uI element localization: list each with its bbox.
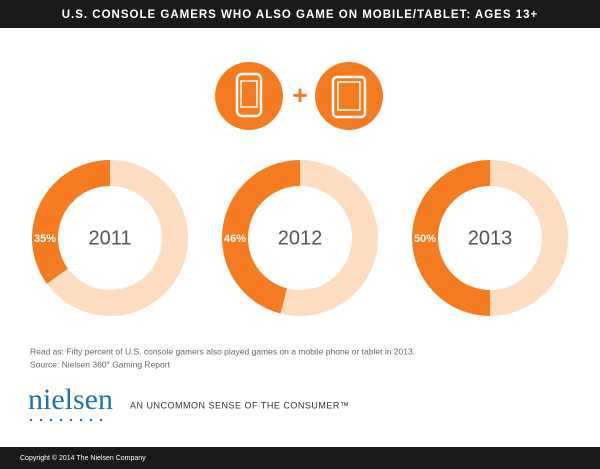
donut-segment bbox=[221, 159, 300, 314]
donut-charts: 2011 35% 2012 46% 2013 50% bbox=[32, 159, 568, 316]
header-bar bbox=[0, 0, 600, 28]
logo-dots bbox=[29, 418, 103, 422]
year-label: 2012 bbox=[278, 227, 323, 249]
phone-icon-circle bbox=[215, 62, 283, 130]
tagline: AN UNCOMMON SENSE OF THE CONSUMER™ bbox=[130, 400, 349, 410]
donut-segment bbox=[32, 160, 111, 284]
value-label: 35% bbox=[34, 233, 56, 245]
tablet-icon-circle bbox=[315, 62, 383, 130]
tablet-icon bbox=[331, 75, 367, 119]
brand-logo: nielsen bbox=[28, 383, 113, 416]
year-label: 2011 bbox=[88, 227, 131, 249]
copyright: Copyright © 2014 The Nielsen Company bbox=[20, 454, 146, 462]
plus-sign: + bbox=[292, 80, 307, 110]
donut-segment bbox=[412, 160, 490, 316]
source: Source: Nielsen 360° Gaming Report bbox=[30, 359, 171, 369]
note: Read as: Fifty percent of U.S. console g… bbox=[30, 346, 415, 356]
donut-segment bbox=[280, 160, 378, 316]
value-label: 46% bbox=[224, 233, 246, 245]
phone-icon bbox=[235, 72, 263, 118]
donut-segment bbox=[490, 160, 568, 316]
footer-bar bbox=[0, 447, 600, 469]
donut-segment bbox=[46, 160, 189, 316]
tablet-screen bbox=[337, 81, 361, 111]
year-label: 2013 bbox=[468, 227, 513, 249]
phone-screen bbox=[240, 80, 258, 108]
value-label: 50% bbox=[414, 233, 436, 245]
device-icons: + bbox=[215, 62, 383, 130]
header-title: U.S. CONSOLE GAMERS WHO ALSO GAME ON MOB… bbox=[62, 9, 538, 21]
